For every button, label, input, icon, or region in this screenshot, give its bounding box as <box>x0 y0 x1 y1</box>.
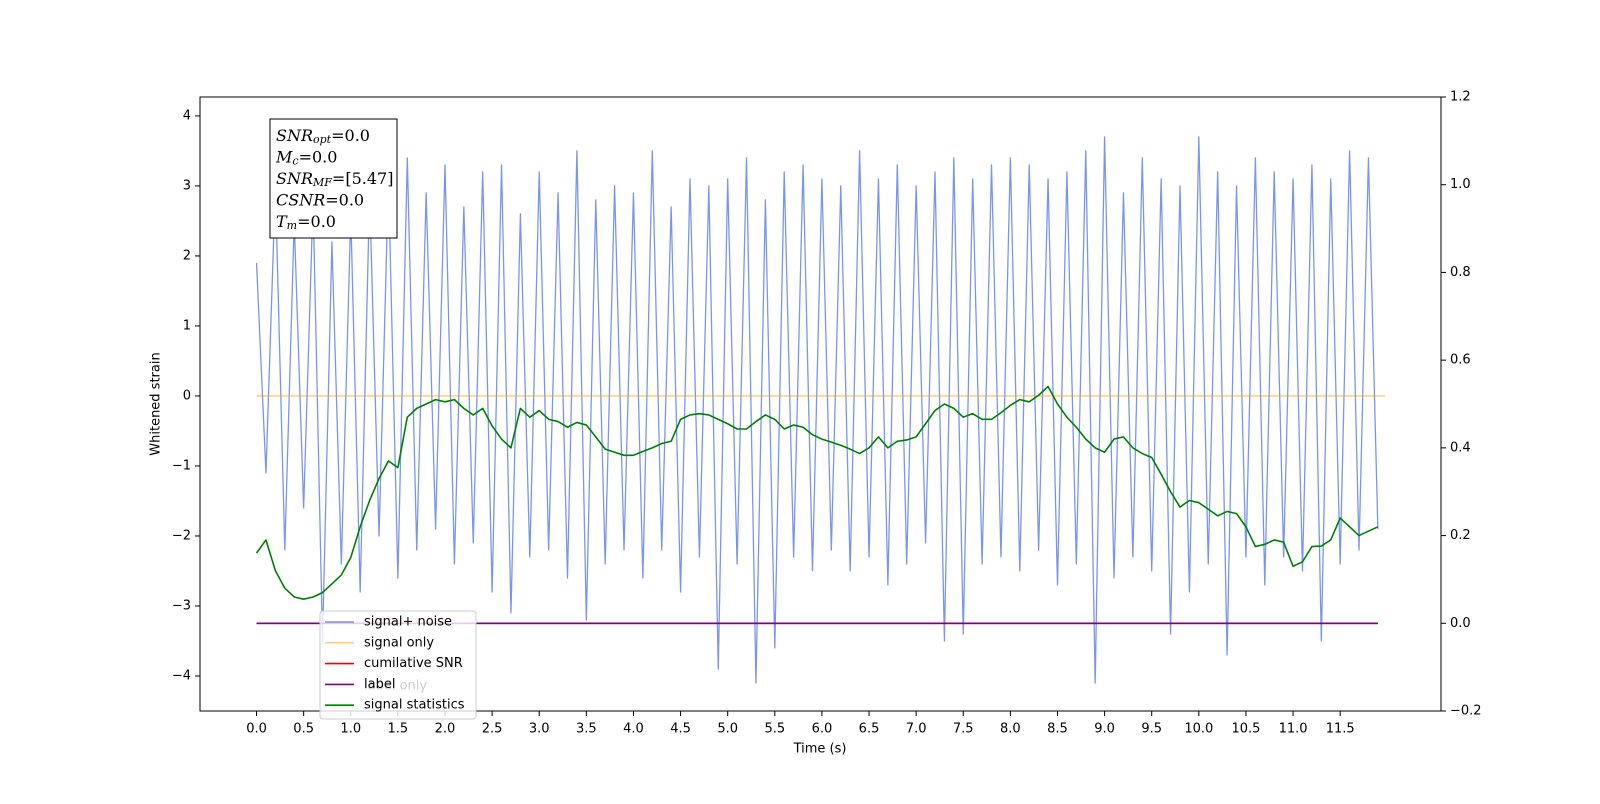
info-subscript: MF <box>312 176 332 189</box>
x-tick-label: 4.0 <box>623 722 644 737</box>
info-subscript: m <box>287 219 297 232</box>
info-symbol: SNR <box>276 169 313 188</box>
series-line <box>255 136 1379 684</box>
x-tick-label: 2.0 <box>435 722 456 737</box>
info-symbol: SNR <box>276 126 313 145</box>
x-tick-label: 7.0 <box>906 722 927 737</box>
legend-label: signal statistics <box>364 698 465 713</box>
info-symbol: T <box>276 212 288 231</box>
info-line: SNRopt=0.0 <box>276 126 370 147</box>
x-tick-label: 1.5 <box>388 722 409 737</box>
x-tick-label: 11.0 <box>1279 722 1308 737</box>
y2-tick-label: 1.0 <box>1450 177 1471 192</box>
legend-label: label <box>364 677 395 692</box>
x-tick-label: 10.5 <box>1231 722 1260 737</box>
y2-tick-label: 0.0 <box>1450 616 1471 631</box>
x-tick-label: 10.0 <box>1184 722 1213 737</box>
info-line: CSNR=0.0 <box>276 190 364 209</box>
info-value: =0.0 <box>331 126 370 145</box>
info-line: SNRMF=[5.47] <box>276 169 393 190</box>
y-tick-label: 3 <box>183 178 191 193</box>
y-tick-label: 0 <box>183 388 191 403</box>
legend-label: signal+ noise <box>364 615 452 630</box>
y2-tick-label: 0.6 <box>1450 353 1471 368</box>
y-tick-label: −2 <box>172 528 191 543</box>
x-tick-label: 9.0 <box>1094 722 1115 737</box>
info-subscript: c <box>292 155 298 168</box>
info-symbol: CSNR <box>276 190 325 209</box>
y-tick-label: −4 <box>172 668 191 683</box>
info-symbol: M <box>275 147 293 166</box>
x-tick-label: 2.5 <box>482 722 503 737</box>
x-axis-label: Time (s) <box>793 742 847 757</box>
x-tick-label: 3.5 <box>576 722 597 737</box>
x-tick-label: 5.5 <box>764 722 785 737</box>
info-subscript: opt <box>313 133 332 146</box>
x-tick-label: 4.5 <box>670 722 691 737</box>
x-tick-label: 8.0 <box>1000 722 1021 737</box>
info-value: =0.0 <box>299 147 338 166</box>
x-tick-label: 8.5 <box>1047 722 1068 737</box>
info-value: =0.0 <box>325 190 364 209</box>
x-tick-label: 6.0 <box>812 722 833 737</box>
x-tick-label: 11.5 <box>1326 722 1355 737</box>
y-tick-label: −3 <box>172 598 191 613</box>
y2-tick-label: 0.4 <box>1450 440 1471 455</box>
x-tick-label: 7.5 <box>953 722 974 737</box>
x-tick-label: 9.5 <box>1141 722 1162 737</box>
legend-label: signal only <box>364 635 434 650</box>
y2-tick-label: 0.8 <box>1450 265 1471 280</box>
series-line <box>255 385 1379 600</box>
y-tick-label: −1 <box>172 458 191 473</box>
y2-tick-label: −0.2 <box>1450 704 1482 719</box>
x-tick-label: 6.5 <box>859 722 880 737</box>
info-line: Mc=0.0 <box>275 147 337 168</box>
x-tick-label: 1.0 <box>340 722 361 737</box>
plot-frame <box>199 96 1442 712</box>
y-tick-label: 1 <box>183 318 191 333</box>
y-tick-label: 2 <box>183 248 191 263</box>
x-tick-label: 3.0 <box>529 722 550 737</box>
y2-tick-label: 0.2 <box>1450 528 1471 543</box>
legend-label: cumilative SNR <box>364 656 463 671</box>
legend-box <box>319 610 477 720</box>
info-line: Tm=0.0 <box>276 212 336 233</box>
info-value: =0.0 <box>297 212 336 231</box>
x-tick-label: 5.0 <box>717 722 738 737</box>
x-tick-label: 0.0 <box>246 722 267 737</box>
info-box <box>269 118 398 239</box>
y-axis-label: Whitened strain <box>149 352 164 455</box>
y2-tick-label: 1.2 <box>1450 90 1471 105</box>
x-tick-label: 0.5 <box>293 722 314 737</box>
info-value: =[5.47] <box>332 169 394 188</box>
y-tick-label: 4 <box>183 108 191 123</box>
